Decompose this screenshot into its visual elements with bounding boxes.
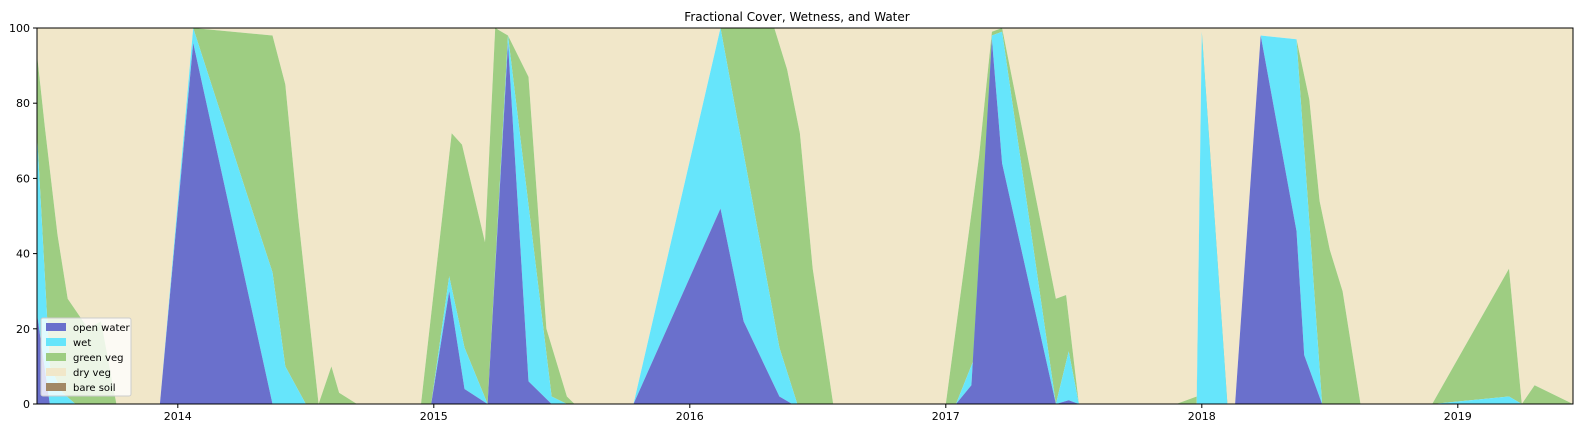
x-tick-label: 2015 (420, 410, 448, 423)
x-tick-label: 2014 (164, 410, 192, 423)
area-green-veg (37, 28, 1573, 404)
x-tick-label: 2019 (1444, 410, 1472, 423)
y-tick-label: 60 (16, 172, 30, 185)
y-tick-label: 20 (16, 323, 30, 336)
legend-swatch-bare-soil (46, 383, 66, 391)
plot-frame (36, 27, 1574, 405)
legend-swatch-open-water (46, 323, 66, 331)
chart-title: Fractional Cover, Wetness, and Water (684, 10, 909, 24)
axes: 2014 2015 2016 2017 2018 2019 0 20 40 60 80 100 (9, 22, 1472, 423)
x-tick-label: 2016 (676, 410, 704, 423)
plot-area (37, 28, 1573, 404)
y-tick-label: 0 (23, 398, 30, 411)
area-dry-veg (37, 28, 1573, 404)
y-tick-label: 100 (9, 22, 30, 35)
legend-swatch-dry-veg (46, 368, 66, 376)
area-wet (37, 28, 1573, 404)
legend-label-open-water: open water (73, 323, 131, 334)
legend: open water wet green veg dry veg bare soil (40, 317, 132, 397)
legend-label-wet: wet (73, 338, 91, 349)
x-tick-label: 2017 (932, 410, 960, 423)
area-open-water (37, 35, 1573, 404)
y-tick-label: 80 (16, 97, 30, 110)
x-tick-label: 2018 (1188, 410, 1216, 423)
legend-label-bare-soil: bare soil (73, 383, 116, 394)
legend-box (40, 317, 132, 397)
legend-label-dry-veg: dry veg (73, 368, 111, 379)
legend-label-green-veg: green veg (73, 353, 123, 364)
y-tick-label: 40 (16, 248, 30, 261)
legend-swatch-green-veg (46, 353, 66, 361)
legend-swatch-wet (46, 338, 66, 346)
